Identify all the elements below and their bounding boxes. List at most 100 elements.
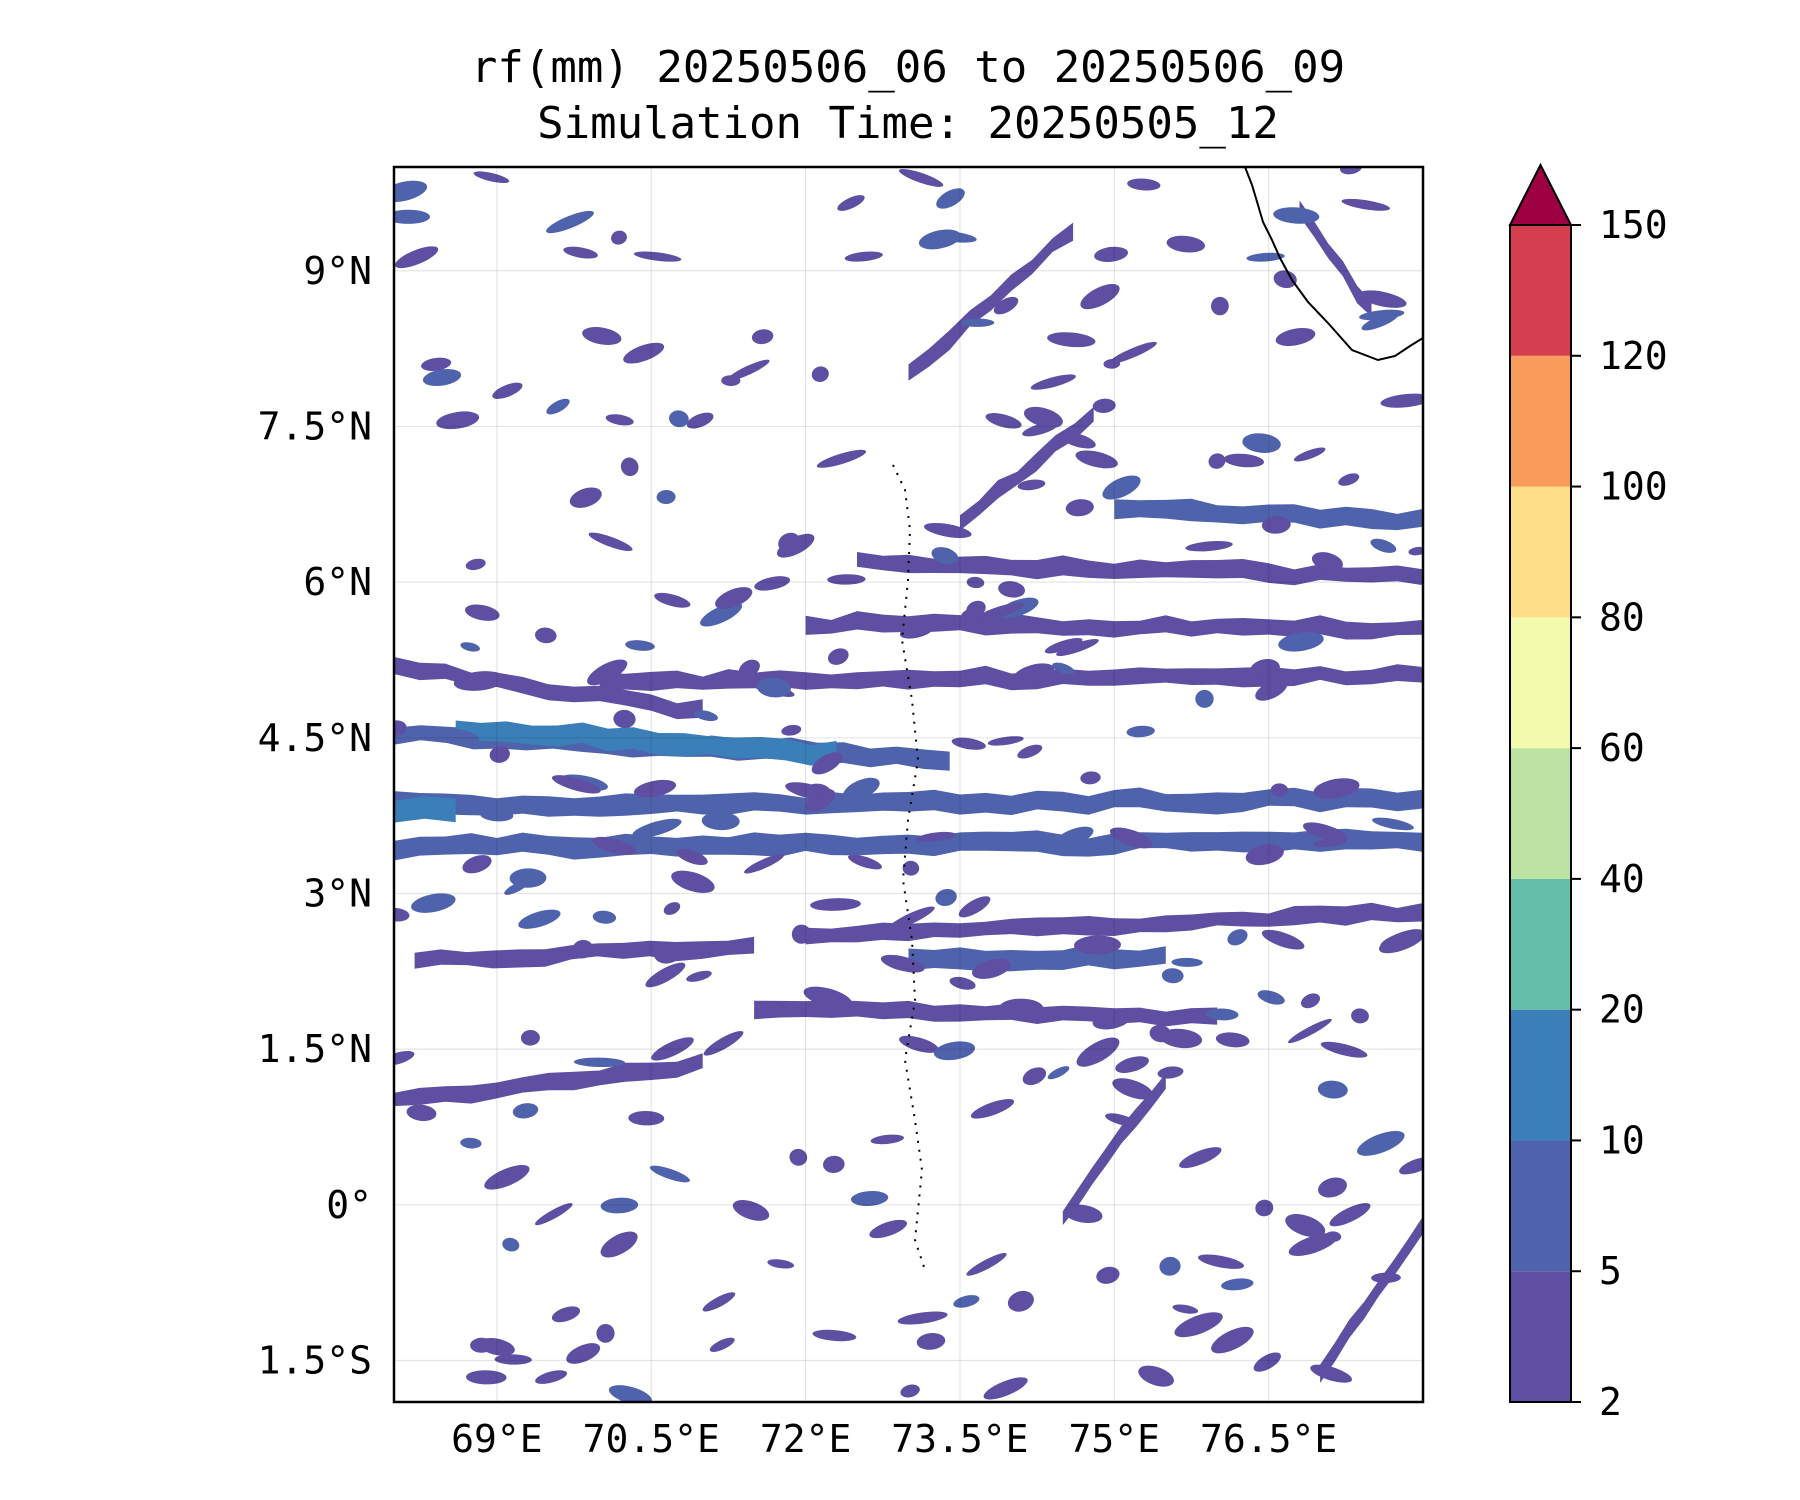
- x-axis: 69°E 70.5°E 72°E 73.5°E 75°E 76.5°E: [451, 1417, 1337, 1461]
- rain-cell: [812, 1329, 857, 1342]
- rain-cell: [484, 1164, 530, 1190]
- rain-cell: [1161, 968, 1184, 984]
- rain-cell: [916, 1333, 946, 1350]
- rain-cell: [971, 958, 1011, 979]
- rain-cell: [970, 1098, 1015, 1119]
- rain-cell: [453, 671, 506, 691]
- rain-cell: [1127, 178, 1161, 191]
- rain-cell: [494, 1354, 532, 1365]
- rain-cell: [1080, 771, 1101, 785]
- rain-cell: [656, 489, 676, 505]
- rain-cell: [1013, 663, 1055, 684]
- rain-cell: [1115, 1056, 1149, 1073]
- rain-cell: [993, 296, 1019, 315]
- rain-cell: [702, 1292, 736, 1312]
- rain-cell: [1351, 1008, 1369, 1024]
- rain-cell: [1105, 1113, 1137, 1126]
- rain-cell: [1075, 450, 1118, 469]
- rain-cell: [600, 1197, 639, 1214]
- x-tick-label: 72°E: [760, 1417, 852, 1461]
- rain-cell: [921, 674, 969, 686]
- rain-cell: [847, 854, 883, 870]
- rain-cell: [625, 640, 655, 651]
- rain-cell: [1313, 778, 1360, 799]
- rain-cell: [588, 532, 633, 552]
- rain-cell: [767, 1259, 795, 1269]
- rain-cell: [551, 1306, 581, 1323]
- x-tick-label: 70.5°E: [583, 1417, 720, 1461]
- rain-cell: [1092, 1010, 1131, 1030]
- rain-cell: [669, 410, 689, 428]
- rain-cell: [632, 818, 682, 838]
- rain-cell: [1320, 1041, 1368, 1058]
- rain-cell: [918, 229, 961, 250]
- rain-cell: [727, 359, 770, 381]
- rain-cell: [489, 745, 510, 763]
- rain-cell: [781, 724, 802, 736]
- rain-cell: [899, 623, 934, 639]
- rain-cell: [394, 209, 431, 224]
- rain-cell: [1399, 1156, 1423, 1175]
- rain-cell: [754, 576, 791, 591]
- rain-cell: [732, 1200, 770, 1221]
- rain-cell: [701, 811, 740, 831]
- rain-cell: [1109, 341, 1157, 364]
- rain-cell: [961, 318, 995, 327]
- rain-cell: [504, 880, 529, 895]
- rain-cell: [897, 1311, 948, 1325]
- rain-cell: [394, 180, 428, 203]
- rain-cell: [394, 907, 410, 922]
- y-tick-label: 6°N: [303, 560, 372, 604]
- rain-cell: [1092, 398, 1116, 413]
- rain-cell: [1275, 327, 1316, 347]
- rain-cell: [1159, 1256, 1181, 1276]
- rain-band-9: [805, 611, 1423, 640]
- rain-cell: [394, 720, 407, 736]
- colorbar-tick-label: 20: [1599, 988, 1645, 1032]
- rain-cell: [460, 1137, 482, 1149]
- colorbar-segment: [1510, 355, 1571, 487]
- y-tick-label: 7.5°N: [258, 404, 372, 448]
- x-tick-label: 75°E: [1069, 1417, 1161, 1461]
- rain-cell: [633, 251, 682, 262]
- rain-cell: [870, 1134, 905, 1145]
- colorbar-tick-label: 150: [1599, 203, 1668, 247]
- y-tick-label: 9°N: [303, 249, 372, 293]
- rain-cell: [810, 898, 861, 911]
- rain-cell: [887, 906, 935, 931]
- rain-cell: [751, 329, 774, 345]
- rain-cell: [1094, 246, 1128, 263]
- rain-cell: [1185, 540, 1233, 552]
- rain-cell: [535, 627, 557, 644]
- rain-cell: [1102, 475, 1141, 500]
- rain-cell: [411, 893, 456, 913]
- rain-cell: [587, 659, 628, 686]
- rain-cell: [535, 1370, 568, 1384]
- rain-band-5: [805, 902, 1423, 945]
- rain-cell: [1138, 1365, 1174, 1387]
- rain-cell: [466, 1370, 507, 1385]
- rain-cell: [546, 210, 594, 234]
- rain-cell: [1317, 1080, 1348, 1099]
- rain-cell: [654, 945, 681, 964]
- rain-cell: [1257, 990, 1285, 1005]
- rain-cell: [837, 195, 865, 211]
- rain-cell: [756, 677, 791, 698]
- colorbar-tick-label: 60: [1599, 726, 1645, 770]
- colorbar-segment: [1510, 878, 1571, 1010]
- rain-cell: [778, 532, 800, 553]
- rain-cell: [1303, 822, 1348, 842]
- rain-cell: [715, 587, 753, 609]
- rain-cell: [1310, 1364, 1353, 1383]
- rain-cell: [1273, 270, 1297, 289]
- rain-cell: [608, 1385, 653, 1402]
- rain-cell: [1215, 1032, 1250, 1048]
- rain-cell: [1255, 679, 1288, 701]
- rain-cell: [492, 382, 523, 399]
- rain-cell: [546, 398, 570, 415]
- rain-cell: [958, 896, 991, 918]
- rain-cell: [473, 171, 510, 184]
- colorbar: 2 5 10 20 40 60 80 100 120 150: [1508, 162, 1668, 1424]
- rain-cell: [502, 1237, 520, 1252]
- rain-cell: [1318, 1177, 1347, 1198]
